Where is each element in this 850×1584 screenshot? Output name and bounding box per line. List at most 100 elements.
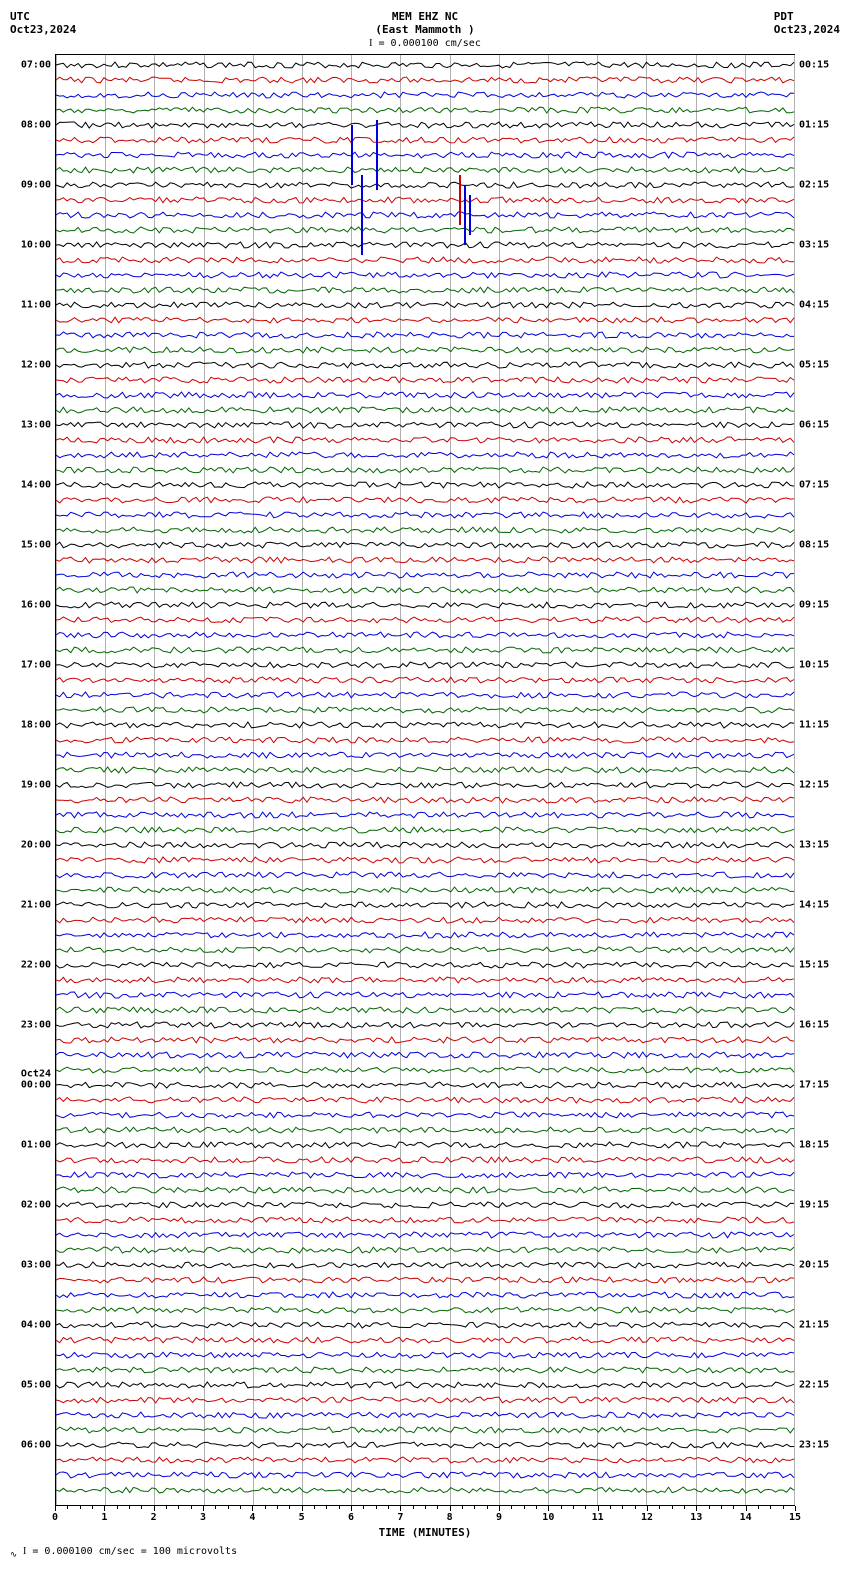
- trace-row: [56, 1280, 794, 1281]
- trace-row: [56, 605, 794, 606]
- x-tick-minor: [376, 1506, 377, 1509]
- trace-row: [56, 335, 794, 336]
- trace-row: [56, 1445, 794, 1446]
- x-tick-minor: [339, 1506, 340, 1509]
- x-tick: [154, 1506, 155, 1511]
- trace-row: [56, 890, 794, 891]
- trace-row: [56, 1475, 794, 1476]
- seismic-spike: [376, 120, 378, 190]
- utc-hour-label: 22:00: [11, 960, 51, 971]
- trace-row: [56, 260, 794, 261]
- trace-row: [56, 725, 794, 726]
- trace-row: [56, 1430, 794, 1431]
- utc-hour-label: 14:00: [11, 480, 51, 491]
- trace-row: [56, 1265, 794, 1266]
- trace-row: [56, 365, 794, 366]
- utc-hour-label: 20:00: [11, 840, 51, 851]
- trace-row: [56, 845, 794, 846]
- utc-hour-label: 03:00: [11, 1260, 51, 1271]
- trace-row: [56, 440, 794, 441]
- trace-row: [56, 1040, 794, 1041]
- right-tz-label: PDT: [774, 10, 840, 23]
- x-tick-minor: [425, 1506, 426, 1509]
- x-tick-minor: [228, 1506, 229, 1509]
- x-tick-minor: [561, 1506, 562, 1509]
- utc-hour-label: 15:00: [11, 540, 51, 551]
- trace-row: [56, 1355, 794, 1356]
- trace-row: [56, 860, 794, 861]
- trace-row: [56, 1190, 794, 1191]
- utc-hour-label: 18:00: [11, 720, 51, 731]
- right-date-label: Oct23,2024: [774, 23, 840, 36]
- trace-row: [56, 1205, 794, 1206]
- trace-row: [56, 755, 794, 756]
- utc-hour-label: 01:00: [11, 1140, 51, 1151]
- x-tick-label: 5: [299, 1512, 305, 1523]
- pdt-hour-label: 02:15: [799, 180, 839, 191]
- header-center: MEM EHZ NC (East Mammoth ) I = 0.000100 …: [76, 10, 774, 49]
- x-tick-minor: [770, 1506, 771, 1509]
- trace-row: [56, 140, 794, 141]
- trace-row: [56, 395, 794, 396]
- pdt-hour-label: 07:15: [799, 480, 839, 491]
- x-tick-minor: [721, 1506, 722, 1509]
- x-tick: [203, 1506, 204, 1511]
- left-tz-label: UTC: [10, 10, 76, 23]
- x-tick-minor: [141, 1506, 142, 1509]
- header-right: PDT Oct23,2024: [774, 10, 840, 36]
- x-tick: [400, 1506, 401, 1511]
- pdt-hour-label: 20:15: [799, 1260, 839, 1271]
- trace-row: [56, 1310, 794, 1311]
- x-tick: [252, 1506, 253, 1511]
- trace-row: [56, 200, 794, 201]
- trace-row: [56, 1250, 794, 1251]
- x-tick-minor: [659, 1506, 660, 1509]
- pdt-hour-label: 15:15: [799, 960, 839, 971]
- pdt-hour-label: 03:15: [799, 240, 839, 251]
- x-tick-minor: [622, 1506, 623, 1509]
- x-tick-label: 14: [740, 1512, 752, 1523]
- x-tick-minor: [388, 1506, 389, 1509]
- trace-row: [56, 410, 794, 411]
- x-tick-minor: [277, 1506, 278, 1509]
- trace-row: [56, 95, 794, 96]
- trace-row: [56, 1415, 794, 1416]
- trace-row: [56, 500, 794, 501]
- trace-row: [56, 1340, 794, 1341]
- trace-row: [56, 155, 794, 156]
- trace-row: [56, 455, 794, 456]
- trace-row: [56, 470, 794, 471]
- x-tick-minor: [709, 1506, 710, 1509]
- pdt-hour-label: 14:15: [799, 900, 839, 911]
- trace-row: [56, 590, 794, 591]
- trace-row: [56, 1400, 794, 1401]
- x-axis: TIME (MINUTES) 0123456789101112131415: [55, 1506, 795, 1536]
- trace-row: [56, 905, 794, 906]
- x-tick: [548, 1506, 549, 1511]
- trace-row: [56, 680, 794, 681]
- trace-row: [56, 275, 794, 276]
- x-tick-label: 13: [690, 1512, 702, 1523]
- pdt-hour-label: 06:15: [799, 420, 839, 431]
- pdt-hour-label: 11:15: [799, 720, 839, 731]
- x-tick-label: 9: [496, 1512, 502, 1523]
- utc-hour-label: 07:00: [11, 60, 51, 71]
- utc-hour-label: 10:00: [11, 240, 51, 251]
- utc-hour-label: 13:00: [11, 420, 51, 431]
- x-tick: [55, 1506, 56, 1511]
- x-tick-minor: [437, 1506, 438, 1509]
- station-title: MEM EHZ NC: [76, 10, 774, 23]
- x-tick-minor: [511, 1506, 512, 1509]
- trace-row: [56, 995, 794, 996]
- x-tick-label: 12: [641, 1512, 653, 1523]
- trace-row: [56, 1385, 794, 1386]
- pdt-hour-label: 17:15: [799, 1080, 839, 1091]
- trace-row: [56, 530, 794, 531]
- pdt-hour-label: 01:15: [799, 120, 839, 131]
- chart-header: UTC Oct23,2024 MEM EHZ NC (East Mammoth …: [10, 10, 840, 49]
- x-tick-label: 11: [592, 1512, 604, 1523]
- x-tick-minor: [635, 1506, 636, 1509]
- trace-row: [56, 695, 794, 696]
- x-tick-minor: [610, 1506, 611, 1509]
- seismic-spike: [459, 175, 461, 225]
